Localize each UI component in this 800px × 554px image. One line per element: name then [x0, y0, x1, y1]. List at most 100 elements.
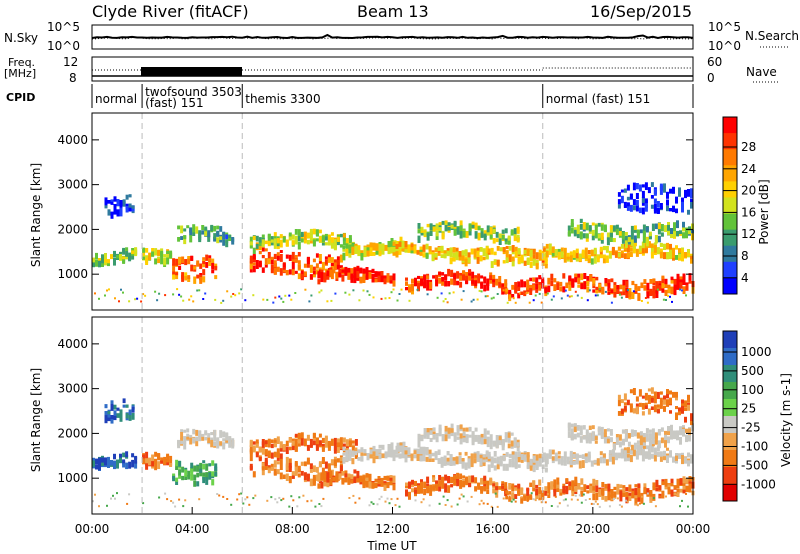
- scatter-cell: [216, 225, 220, 230]
- scatter-cell: [252, 262, 256, 266]
- scatter-cell: [183, 441, 187, 450]
- scatter-cell: [350, 275, 354, 283]
- scatter-cell: [175, 480, 179, 485]
- scatter-cell: [471, 280, 475, 284]
- scatter-cell: [213, 233, 217, 239]
- scatter-cell: [649, 279, 653, 284]
- scatter-cell: [570, 227, 574, 234]
- scatter-cell: [688, 434, 691, 442]
- scatter-cell: [330, 232, 334, 236]
- scatter-cell: [470, 453, 474, 462]
- scatter-cell: [315, 466, 319, 473]
- near-range-cell: [240, 492, 243, 495]
- scatter-cell: [464, 249, 468, 257]
- scatter-cell: [462, 274, 466, 281]
- cpid-label: CPID: [6, 91, 35, 104]
- scatter-cell: [499, 457, 503, 465]
- scatter-cell: [261, 466, 265, 471]
- scatter-cell: [435, 274, 439, 282]
- scatter-cell: [438, 428, 442, 437]
- near-range-cell: [580, 296, 583, 299]
- scatter-cell: [501, 283, 505, 288]
- scatter-cell: [619, 284, 623, 290]
- scatter-cell: [544, 254, 548, 261]
- scatter-cell: [468, 229, 472, 236]
- scatter-cell: [626, 184, 630, 191]
- scatter-cell: [252, 235, 256, 241]
- scatter-cell: [644, 248, 648, 253]
- scatter-cell: [193, 480, 197, 487]
- scatter-cell: [514, 451, 518, 459]
- near-range-cell: [352, 289, 355, 292]
- scatter-cell: [630, 230, 634, 238]
- scatter-cell: [449, 257, 453, 265]
- scatter-cell: [672, 252, 675, 258]
- near-range-cell: [679, 288, 681, 291]
- scatter-cell: [489, 275, 493, 280]
- station-title: Clyde River (fitACF): [92, 2, 249, 21]
- near-range-cell: [358, 497, 361, 500]
- noise-left-tick-bottom: 10^0: [47, 39, 80, 53]
- scatter-cell: [667, 428, 670, 436]
- near-range-cell: [420, 501, 423, 504]
- scatter-cell: [673, 430, 676, 434]
- scatter-cell: [679, 282, 683, 289]
- scatter-cell: [465, 275, 469, 281]
- scatter-cell: [279, 239, 283, 248]
- scatter-cell: [249, 241, 253, 246]
- scatter-cell: [175, 271, 179, 280]
- scatter-cell: [587, 256, 591, 263]
- scatter-cell: [624, 240, 628, 248]
- scatter-cell: [579, 436, 583, 443]
- scatter-cell: [588, 436, 592, 444]
- near-range-cell: [368, 293, 371, 296]
- scatter-cell: [505, 495, 509, 500]
- scatter-cell: [351, 243, 355, 248]
- scatter-cell: [482, 248, 486, 253]
- scatter-cell: [682, 278, 686, 285]
- scatter-cell: [362, 269, 366, 273]
- scatter-cell: [613, 292, 617, 298]
- scatter-cell: [618, 434, 622, 441]
- scatter-cell: [568, 283, 572, 291]
- scatter-cell: [479, 454, 483, 461]
- near-range-cell: [586, 299, 589, 302]
- scatter-cell: [623, 204, 627, 208]
- near-range-cell: [216, 493, 219, 495]
- scatter-cell: [447, 427, 451, 434]
- frequency-panel: Freq. [MHz] 12 8 60 0 Nave: [4, 55, 780, 85]
- scatter-cell: [492, 274, 496, 280]
- scatter-cell: [660, 437, 664, 444]
- scatter-cell: [679, 278, 683, 283]
- scatter-cell: [131, 407, 135, 413]
- near-range-cell: [244, 299, 247, 302]
- scatter-cell: [666, 199, 669, 206]
- scatter-cell: [486, 436, 490, 441]
- scatter-cell: [368, 272, 372, 279]
- scatter-cell: [535, 493, 539, 500]
- scatter-cell: [620, 244, 624, 249]
- scatter-cell: [163, 456, 167, 462]
- scatter-cell: [490, 261, 494, 268]
- scatter-cell: [204, 231, 208, 237]
- velocity-colorbar-swatch: [723, 382, 737, 400]
- scatter-cell: [560, 251, 564, 258]
- scatter-cell: [204, 436, 208, 441]
- scatter-cell: [264, 457, 268, 465]
- scatter-cell: [682, 221, 685, 228]
- scatter-cell: [447, 227, 451, 231]
- scatter-cell: [119, 455, 122, 463]
- scatter-cell: [511, 251, 515, 255]
- scatter-cell: [351, 450, 355, 457]
- scatter-cell: [659, 188, 663, 195]
- scatter-cell: [222, 431, 226, 437]
- scatter-cell: [338, 268, 342, 273]
- scatter-cell: [576, 433, 580, 438]
- scatter-cell: [119, 254, 122, 261]
- scatter-cell: [583, 273, 587, 279]
- scatter-cell: [125, 413, 129, 419]
- scatter-cell: [417, 223, 421, 229]
- scatter-cell: [360, 452, 364, 456]
- scatter-cell: [323, 482, 327, 487]
- scatter-cell: [434, 252, 438, 258]
